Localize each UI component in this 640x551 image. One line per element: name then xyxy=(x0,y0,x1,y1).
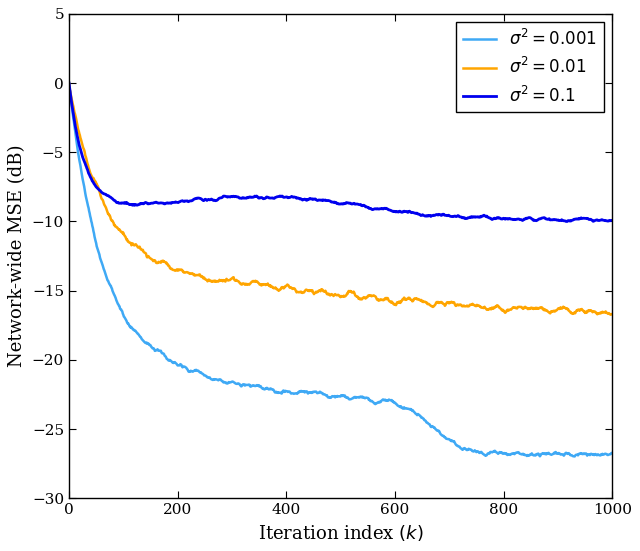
Line: $\sigma^2 = 0.01$: $\sigma^2 = 0.01$ xyxy=(69,83,612,315)
$\sigma^2 = 0.01$ xyxy=(582,309,589,315)
$\sigma^2 = 0.01$ xyxy=(607,311,614,318)
$\sigma^2 = 0.001$ xyxy=(609,450,616,456)
$\sigma^2 = 0.01$ xyxy=(65,80,73,87)
$\sigma^2 = 0.001$ xyxy=(508,451,516,457)
$\sigma^2 = 0.1$ xyxy=(175,198,183,205)
$\sigma^2 = 0.001$ xyxy=(65,80,73,87)
X-axis label: Iteration index $(k)$: Iteration index $(k)$ xyxy=(258,523,424,543)
$\sigma^2 = 0.01$ xyxy=(508,305,516,312)
$\sigma^2 = 0.001$ xyxy=(99,261,106,267)
$\sigma^2 = 0.001$ xyxy=(488,449,496,456)
$\sigma^2 = 0.1$ xyxy=(582,215,590,222)
$\sigma^2 = 0.001$ xyxy=(175,362,183,369)
$\sigma^2 = 0.001$ xyxy=(571,453,579,460)
$\sigma^2 = 0.001$ xyxy=(582,450,590,457)
$\sigma^2 = 0.1$ xyxy=(545,215,553,222)
$\sigma^2 = 0.01$ xyxy=(609,311,616,317)
Line: $\sigma^2 = 0.1$: $\sigma^2 = 0.1$ xyxy=(69,83,612,222)
$\sigma^2 = 0.1$ xyxy=(563,218,570,225)
$\sigma^2 = 0.01$ xyxy=(175,267,183,273)
$\sigma^2 = 0.1$ xyxy=(609,217,616,224)
$\sigma^2 = 0.01$ xyxy=(99,196,106,203)
$\sigma^2 = 0.01$ xyxy=(488,304,496,311)
Legend: $\sigma^2 = 0.001$, $\sigma^2 = 0.01$, $\sigma^2 = 0.1$: $\sigma^2 = 0.001$, $\sigma^2 = 0.01$, $… xyxy=(456,22,604,112)
$\sigma^2 = 0.001$ xyxy=(545,450,553,457)
$\sigma^2 = 0.01$ xyxy=(545,309,553,316)
$\sigma^2 = 0.1$ xyxy=(65,80,73,87)
$\sigma^2 = 0.1$ xyxy=(99,190,106,196)
$\sigma^2 = 0.1$ xyxy=(488,216,496,223)
Line: $\sigma^2 = 0.001$: $\sigma^2 = 0.001$ xyxy=(69,83,612,456)
$\sigma^2 = 0.1$ xyxy=(508,216,516,223)
Y-axis label: Network-wide MSE (dB): Network-wide MSE (dB) xyxy=(8,145,26,368)
